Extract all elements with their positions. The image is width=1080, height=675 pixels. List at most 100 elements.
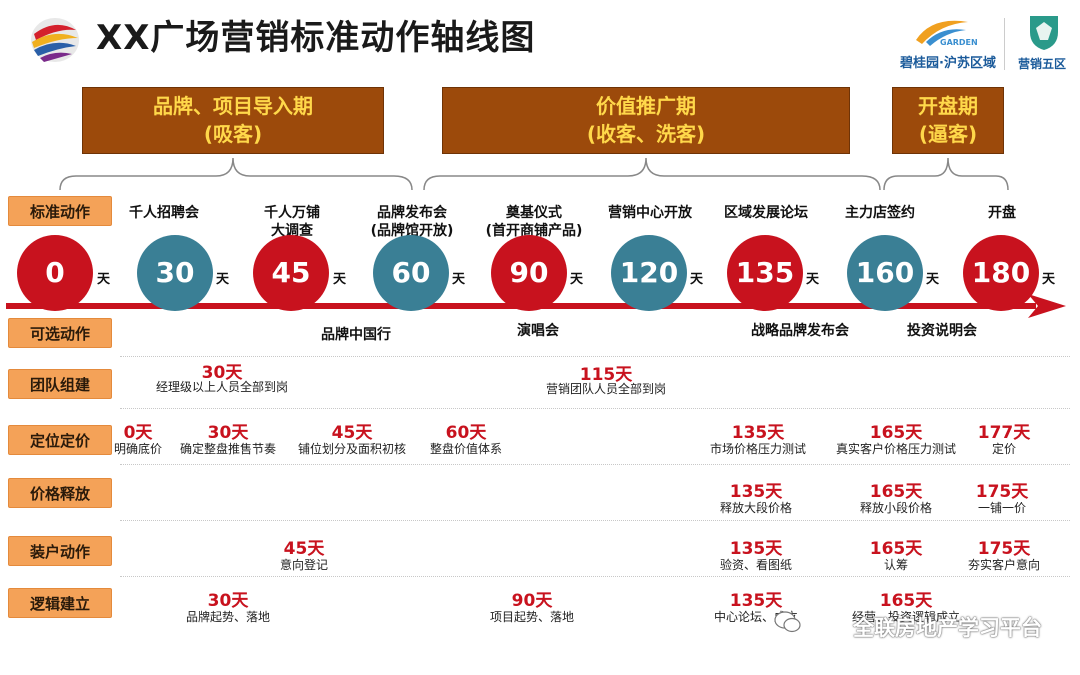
row-divider xyxy=(120,408,1070,409)
pricing-day: 45天 xyxy=(331,423,373,443)
phase-promotion-sub: (收客、洗客) xyxy=(586,122,706,146)
phase-intro-title: 品牌、项目导入期 xyxy=(153,94,313,118)
pricing-desc: 铺位划分及面积初核 xyxy=(297,442,407,456)
standard-action: 千人招聘会 xyxy=(129,205,199,221)
release-desc: 释放大段价格 xyxy=(719,501,793,515)
standard-action: 营销中心开放 xyxy=(608,205,692,221)
standard-action-line: (首开商铺产品) xyxy=(485,223,583,239)
milestone-circle: 0 xyxy=(17,235,93,311)
pricing-day: 165天 xyxy=(869,423,923,443)
optional-action: 投资说明会 xyxy=(907,323,977,339)
optional-action: 演唱会 xyxy=(517,323,559,339)
brand-logo-icon xyxy=(31,18,79,62)
milestone-circle: 180 xyxy=(963,235,1039,311)
logic-desc: 经营、投资逻辑成立 xyxy=(851,610,961,624)
standard-action: 奠基仪式 (首开商铺产品) xyxy=(486,204,583,240)
day-unit: 天 xyxy=(97,272,111,287)
shield-icon xyxy=(1030,16,1058,50)
team-name: 营销五区 xyxy=(1018,57,1067,71)
phase-intro-sub: (吸客) xyxy=(203,122,263,146)
row-label-standard: 标准动作 xyxy=(8,196,112,226)
release-day: 165天 xyxy=(869,482,923,502)
milestone-circle: 90 xyxy=(491,235,567,311)
pricing-day: 60天 xyxy=(445,423,487,443)
install-desc: 认筹 xyxy=(883,558,909,572)
pricing-desc: 市场价格压力测试 xyxy=(709,442,807,456)
phase-promotion-title: 价值推广期 xyxy=(596,94,696,118)
phase-opening: 开盘期 (逼客) xyxy=(892,87,1004,154)
row-label-logic: 逻辑建立 xyxy=(8,588,112,618)
page-title: XX广场营销标准动作轴线图 xyxy=(96,18,536,58)
phase-brackets xyxy=(59,157,1009,191)
watermark-text: 全联房地产学习平台 xyxy=(853,616,1042,640)
pricing-day: 135天 xyxy=(731,423,785,443)
release-day: 135天 xyxy=(729,482,783,502)
standard-action: 开盘 xyxy=(988,205,1016,221)
phase-promotion: 价值推广期 (收客、洗客) xyxy=(442,87,850,154)
row-label-pricing: 定位定价 xyxy=(8,425,112,455)
logic-day: 30天 xyxy=(207,591,249,611)
row-divider xyxy=(120,520,1070,521)
logic-day: 90天 xyxy=(511,591,553,611)
day-unit: 天 xyxy=(570,272,584,287)
optional-action: 战略品牌发布会 xyxy=(751,323,849,339)
install-desc: 夯实客户意向 xyxy=(967,558,1041,572)
standard-action: 品牌发布会 (品牌馆开放) xyxy=(371,204,454,240)
standard-action: 区域发展论坛 xyxy=(724,205,808,221)
milestone-circle: 120 xyxy=(611,235,687,311)
logic-day: 165天 xyxy=(879,591,933,611)
logic-day: 135天 xyxy=(729,591,783,611)
day-unit: 天 xyxy=(690,272,704,287)
garden-logo-icon xyxy=(916,20,968,46)
pricing-day: 30天 xyxy=(207,423,249,443)
team-desc: 营销团队人员全部到岗 xyxy=(545,382,667,396)
release-desc: 一铺一价 xyxy=(977,501,1027,515)
release-day: 175天 xyxy=(975,482,1029,502)
pricing-day: 177天 xyxy=(977,423,1031,443)
phase-intro: 品牌、项目导入期 (吸客) xyxy=(82,87,384,154)
pricing-desc: 定价 xyxy=(991,442,1017,456)
standard-action-line: 奠基仪式 xyxy=(505,205,562,221)
pricing-desc: 确定整盘推售节奏 xyxy=(179,442,277,456)
milestone-circle: 160 xyxy=(847,235,923,311)
day-unit: 天 xyxy=(1042,272,1056,287)
row-label-team: 团队组建 xyxy=(8,369,112,399)
install-desc: 意向登记 xyxy=(279,558,329,572)
release-desc: 释放小段价格 xyxy=(859,501,933,515)
team-day: 115天 xyxy=(579,365,633,385)
phase-opening-sub: (逼客) xyxy=(918,122,978,146)
pricing-desc: 明确底价 xyxy=(113,442,163,456)
logic-desc: 品牌起势、落地 xyxy=(185,610,271,624)
pricing-day: 0天 xyxy=(123,423,153,443)
standard-action-line: 千人万铺 xyxy=(264,205,320,221)
install-day: 135天 xyxy=(729,539,783,559)
pricing-desc: 真实客户价格压力测试 xyxy=(835,442,957,456)
row-label-install: 装户动作 xyxy=(8,536,112,566)
row-divider xyxy=(120,576,1070,577)
brand-sub: GARDEN xyxy=(940,38,978,47)
milestone-circle: 30 xyxy=(137,235,213,311)
row-divider xyxy=(120,464,1070,465)
row-label-optional: 可选动作 xyxy=(8,318,112,348)
milestone-circle: 60 xyxy=(373,235,449,311)
standard-action-line: (品牌馆开放) xyxy=(370,223,454,239)
milestone-circle: 135 xyxy=(727,235,803,311)
standard-action: 主力店签约 xyxy=(845,205,915,221)
install-day: 175天 xyxy=(977,539,1031,559)
team-desc: 经理级以上人员全部到岗 xyxy=(155,380,289,394)
install-day: 45天 xyxy=(283,539,325,559)
brand-name: 碧桂园·沪苏区域 xyxy=(900,56,996,71)
day-unit: 天 xyxy=(216,272,230,287)
standard-action-line: 品牌发布会 xyxy=(376,205,447,221)
install-day: 165天 xyxy=(869,539,923,559)
wechat-icon xyxy=(774,611,801,633)
day-unit: 天 xyxy=(926,272,940,287)
row-divider xyxy=(120,356,1070,357)
milestone-circle: 45 xyxy=(253,235,329,311)
brand-divider xyxy=(1004,18,1005,70)
row-label-release: 价格释放 xyxy=(8,478,112,508)
install-desc: 验资、看图纸 xyxy=(719,558,793,572)
day-unit: 天 xyxy=(333,272,347,287)
pricing-desc: 整盘价值体系 xyxy=(429,442,503,456)
phase-opening-title: 开盘期 xyxy=(918,94,978,118)
